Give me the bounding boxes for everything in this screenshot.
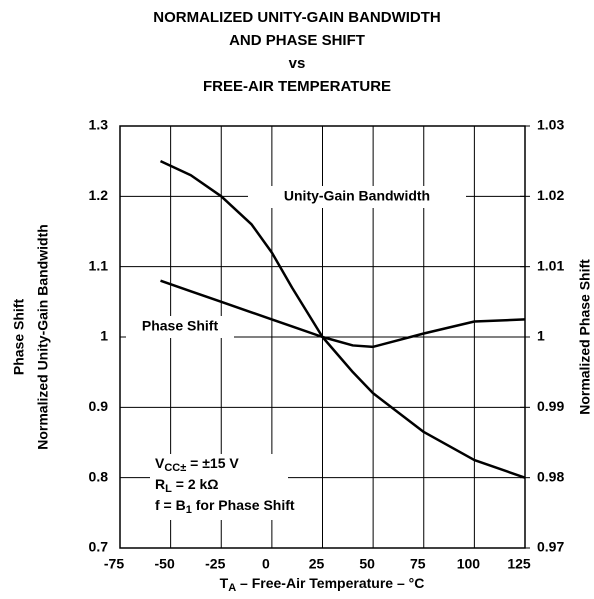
condition-part: = 2 kΩ	[172, 476, 219, 492]
chart-title: FREE-AIR TEMPERATURE	[203, 78, 391, 95]
condition-part: R	[155, 476, 165, 492]
chart-title: AND PHASE SHIFT	[229, 32, 365, 49]
x-tick-label: 100	[457, 556, 481, 572]
y2-tick-label: 1.02	[537, 187, 564, 203]
series-label: Unity-Gain Bandwidth	[284, 188, 430, 204]
y-tick-label: 1	[100, 328, 108, 344]
x-tick-label: -50	[155, 556, 175, 572]
condition: VCC± = ±15 V	[155, 455, 239, 474]
x-axis-label: TA – Free-Air Temperature – °C	[220, 575, 425, 594]
x-axis-label-part: T	[220, 575, 229, 591]
condition-part: L	[165, 483, 172, 495]
series-line	[159, 160, 526, 479]
x-axis-label-part: – Free-Air Temperature – °C	[236, 575, 424, 591]
y-tick-label: 0.7	[89, 539, 109, 555]
x-tick-label: -75	[104, 556, 124, 572]
plot-frame	[119, 125, 526, 549]
y2-axis-label: Normalized Phase Shift	[577, 259, 593, 415]
y2-tick-label: 0.97	[537, 539, 564, 555]
y2-tick-label: 0.99	[537, 398, 564, 414]
y-axis-label: Phase Shift	[11, 299, 27, 376]
condition-part: for Phase Shift	[192, 497, 295, 513]
label-bg	[248, 186, 466, 208]
y2-tick-label: 1.03	[537, 117, 564, 133]
series-line	[160, 279, 526, 349]
x-tick-label: 25	[309, 556, 325, 572]
label-bg	[126, 316, 234, 338]
conditions-bg	[150, 454, 288, 520]
condition-part: f = B	[155, 497, 186, 513]
y-tick-label: 1.3	[89, 117, 109, 133]
y-tick-label: 1.2	[89, 187, 109, 203]
y2-tick-label: 1.01	[537, 257, 564, 273]
condition-part: CC±	[164, 462, 186, 474]
series-label: Phase Shift	[142, 318, 219, 334]
x-tick-label: 50	[359, 556, 375, 572]
x-axis-label-part: A	[228, 582, 236, 594]
condition-part: V	[155, 455, 165, 471]
y-axis-label: Normalized Unity-Gain Bandwidth	[35, 224, 51, 450]
x-tick-label: 75	[410, 556, 426, 572]
chart-title: NORMALIZED UNITY-GAIN BANDWIDTH	[153, 9, 440, 26]
condition-part: 1	[186, 504, 192, 516]
y-tick-label: 0.8	[89, 468, 109, 484]
y2-tick-label: 1	[537, 328, 545, 344]
y-tick-label: 0.9	[89, 398, 109, 414]
y2-tick-label: 0.98	[537, 468, 564, 484]
y-tick-label: 1.1	[89, 257, 109, 273]
condition: f = B1 for Phase Shift	[155, 497, 295, 516]
condition: RL = 2 kΩ	[155, 476, 219, 495]
x-tick-label: 125	[507, 556, 531, 572]
chart-title: vs	[289, 55, 306, 72]
x-tick-label: 0	[262, 556, 270, 572]
condition-part: = ±15 V	[186, 455, 239, 471]
x-tick-label: -25	[205, 556, 225, 572]
